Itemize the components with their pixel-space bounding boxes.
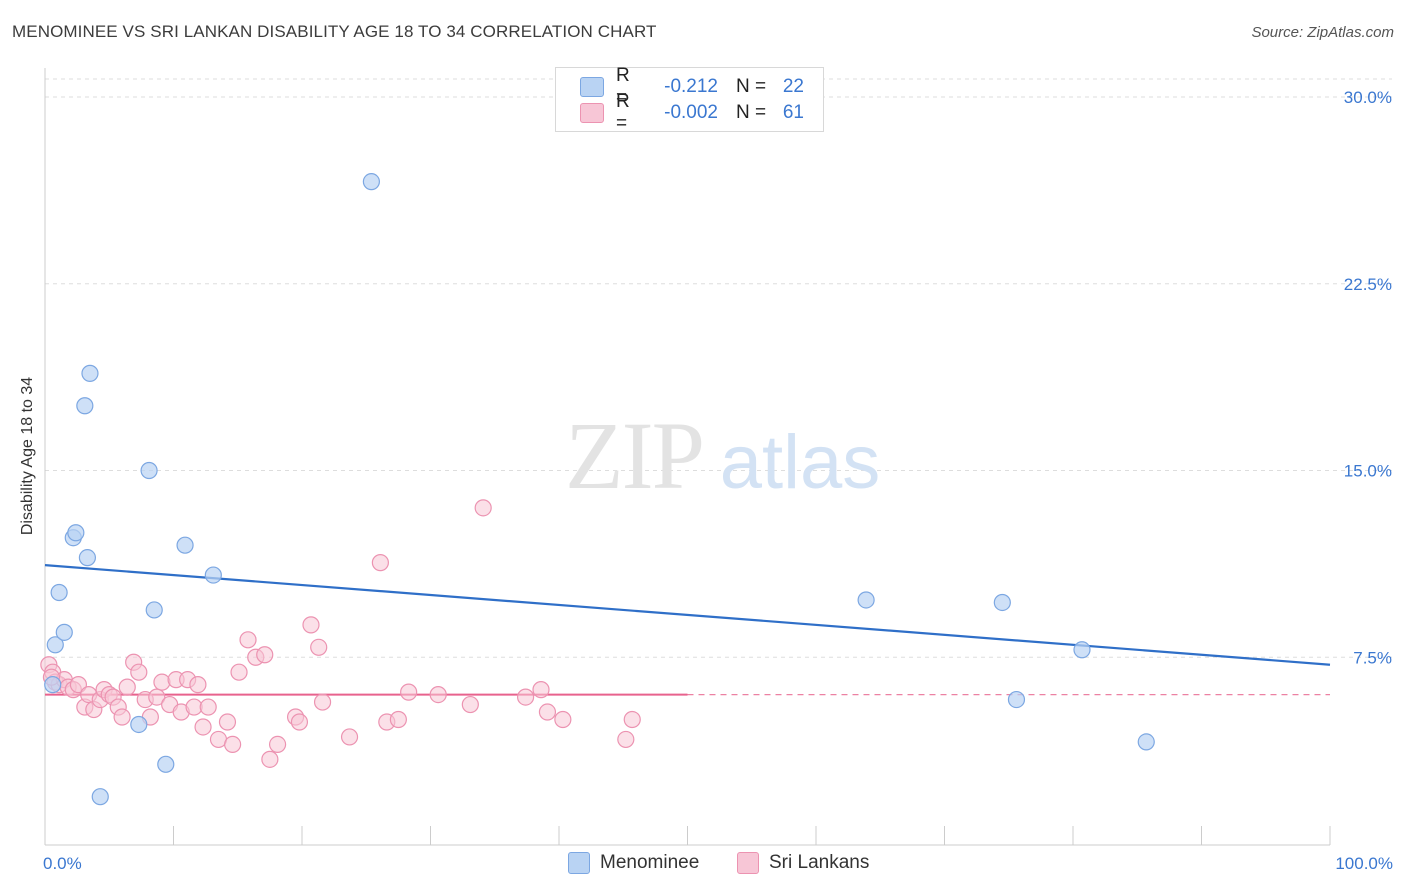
legend-row-sri-lankans: R = -0.002 N = 61 bbox=[580, 91, 804, 134]
data-point-menominee bbox=[993, 593, 1011, 612]
data-point-sri-lankans bbox=[230, 663, 248, 681]
data-point-menominee bbox=[76, 397, 94, 415]
legend-label: Menominee bbox=[600, 852, 700, 873]
data-point-sri-lankans bbox=[310, 638, 328, 656]
data-point-menominee bbox=[55, 623, 73, 641]
data-point-sri-lankans bbox=[461, 695, 479, 714]
y-axis-label: Disability Age 18 to 34 bbox=[19, 376, 36, 536]
x-tick-label: 0.0% bbox=[43, 854, 82, 873]
r-value: -0.212 bbox=[664, 76, 718, 97]
n-label: N = bbox=[736, 76, 767, 97]
data-point-menominee bbox=[67, 524, 85, 542]
data-point-menominee bbox=[130, 715, 148, 734]
data-point-sri-lankans bbox=[313, 693, 332, 711]
data-point-sri-lankans bbox=[118, 678, 136, 696]
menominee-swatch bbox=[580, 77, 604, 97]
data-point-menominee bbox=[140, 461, 158, 480]
gridlines bbox=[45, 78, 1392, 658]
data-point-sri-lankans bbox=[554, 710, 572, 729]
n-value: 22 bbox=[782, 76, 804, 97]
data-point-menominee bbox=[362, 173, 380, 191]
data-point-menominee bbox=[1137, 733, 1155, 751]
data-point-menominee bbox=[857, 591, 875, 609]
chart-title: MENOMINEE VS SRI LANKAN DISABILITY AGE 1… bbox=[12, 22, 657, 41]
data-point-sri-lankans bbox=[69, 676, 88, 694]
source-label: Source: ZipAtlas.com bbox=[1251, 24, 1394, 41]
data-point-sri-lankans bbox=[302, 616, 320, 634]
watermark-zip: ZIP bbox=[565, 402, 703, 509]
data-point-sri-lankans bbox=[400, 683, 418, 701]
data-point-sri-lankans bbox=[199, 698, 217, 716]
r-label: R = bbox=[616, 91, 630, 134]
y-tick-label: 15.0% bbox=[1344, 462, 1392, 481]
legend-item-sri-lankans: Sri Lankans bbox=[737, 852, 869, 874]
data-point-sri-lankans bbox=[148, 688, 166, 706]
data-point-sri-lankans bbox=[189, 676, 207, 694]
data-point-menominee bbox=[91, 788, 109, 806]
data-point-sri-lankans bbox=[538, 703, 557, 721]
r-label: R = bbox=[616, 65, 630, 108]
data-point-menominee bbox=[44, 676, 62, 694]
correlation-legend: R = -0.212 N = 22 R = -0.002 N = 61 bbox=[555, 65, 824, 134]
data-point-sri-lankans bbox=[389, 710, 407, 729]
data-point-sri-lankans bbox=[623, 710, 641, 729]
menominee-swatch bbox=[568, 852, 590, 874]
data-point-sri-lankans bbox=[290, 713, 309, 731]
data-point-sri-lankans bbox=[239, 631, 257, 649]
data-point-sri-lankans bbox=[474, 499, 492, 517]
r-value: -0.002 bbox=[664, 102, 718, 123]
data-point-sri-lankans bbox=[532, 681, 550, 699]
data-point-sri-lankans bbox=[113, 708, 131, 726]
data-point-sri-lankans bbox=[218, 713, 237, 731]
data-point-menominee bbox=[157, 755, 175, 773]
tick-labels: 7.5% 15.0% 22.5% 30.0% 0.0% 100.0% bbox=[43, 88, 1393, 873]
data-point-menominee bbox=[46, 636, 64, 654]
data-point-menominee bbox=[78, 549, 97, 567]
data-point-menominee bbox=[1073, 641, 1091, 659]
data-point-sri-lankans bbox=[617, 730, 635, 749]
data-point-sri-lankans bbox=[130, 663, 148, 681]
legend-row-menominee: R = -0.212 N = 22 bbox=[580, 65, 804, 108]
data-point-menominee bbox=[1007, 690, 1026, 709]
y-tick-label: 22.5% bbox=[1344, 275, 1392, 294]
sri-lankans-swatch bbox=[580, 103, 604, 123]
y-tick-label: 30.0% bbox=[1344, 88, 1392, 107]
data-point-sri-lankans bbox=[224, 735, 242, 754]
data-point-sri-lankans bbox=[516, 688, 535, 706]
n-value: 61 bbox=[782, 102, 804, 123]
data-points bbox=[40, 173, 1155, 806]
legend-label: Sri Lankans bbox=[769, 852, 870, 873]
data-point-sri-lankans bbox=[371, 554, 389, 572]
data-point-menominee bbox=[204, 566, 222, 584]
data-point-sri-lankans bbox=[153, 673, 171, 691]
data-point-menominee bbox=[176, 536, 194, 554]
sri-lankans-swatch bbox=[737, 852, 759, 874]
data-point-sri-lankans bbox=[268, 735, 287, 754]
data-point-sri-lankans bbox=[256, 646, 274, 664]
data-point-menominee bbox=[50, 583, 68, 602]
data-point-menominee bbox=[145, 601, 163, 619]
data-point-menominee bbox=[81, 364, 99, 382]
watermark-atlas: atlas bbox=[720, 420, 881, 505]
axes bbox=[44, 68, 1331, 846]
data-point-sri-lankans bbox=[429, 685, 447, 704]
n-label: N = bbox=[736, 102, 767, 123]
trend-line-menominee bbox=[44, 564, 1331, 666]
y-tick-label: 7.5% bbox=[1353, 648, 1392, 667]
data-point-sri-lankans bbox=[194, 718, 212, 736]
legend-item-menominee: Menominee bbox=[568, 852, 699, 874]
data-point-sri-lankans bbox=[261, 750, 279, 768]
data-point-sri-lankans bbox=[340, 728, 359, 746]
x-tick-label: 100.0% bbox=[1335, 854, 1393, 873]
series-legend: Menominee Sri Lankans bbox=[0, 852, 1406, 878]
